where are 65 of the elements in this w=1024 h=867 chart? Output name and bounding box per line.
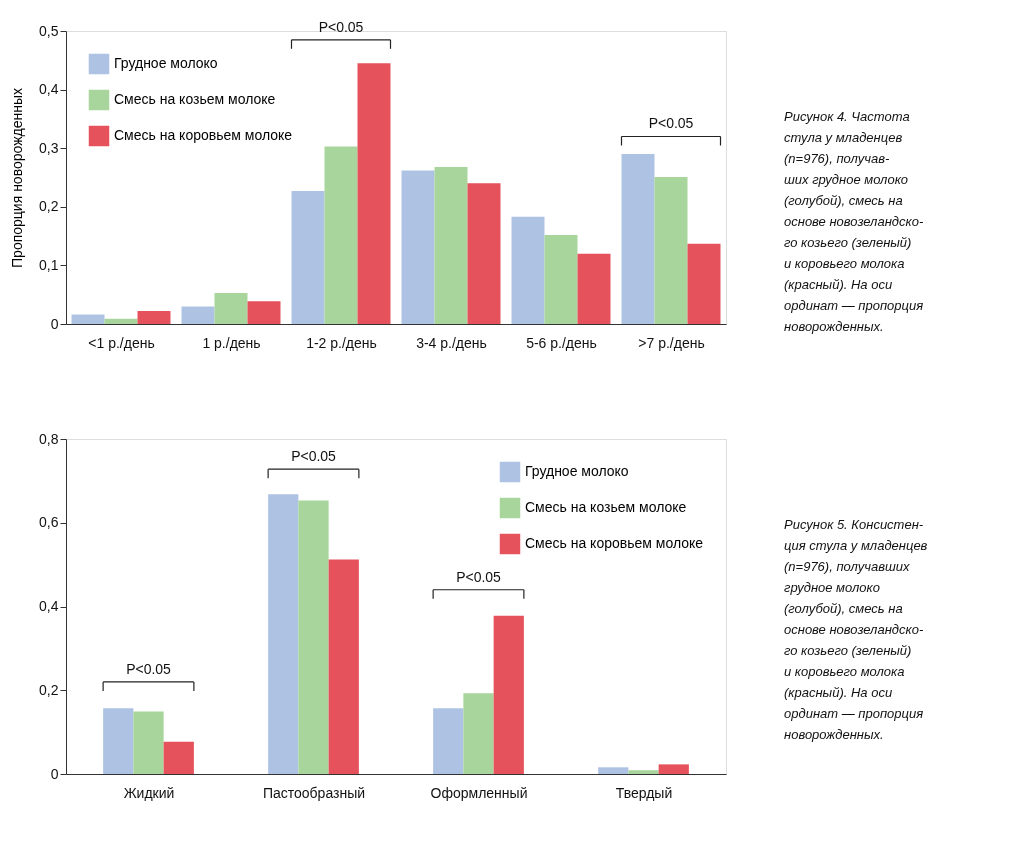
y-tick-label: 0,2	[39, 681, 59, 698]
y-tick-label: 0,3	[39, 139, 59, 156]
bar	[598, 767, 629, 774]
y-tick-label: 0,6	[39, 514, 59, 531]
bar	[401, 170, 435, 324]
bar	[214, 292, 248, 324]
y-tick-label: 0,2	[39, 198, 59, 215]
bar	[621, 154, 655, 324]
x-tick-label: Пастообразный	[262, 784, 366, 801]
annotation: P<0.05	[126, 660, 172, 677]
y-tick-label: 0,5	[39, 22, 59, 39]
bar	[511, 216, 545, 324]
y-tick-label: 0,8	[39, 430, 59, 447]
x-tick-label: 3-4 р./день	[416, 334, 487, 351]
y-tick-label: 0,4	[39, 81, 59, 98]
bar	[181, 306, 215, 324]
bar	[137, 311, 171, 324]
legend-label: Смесь на козьем молоке	[525, 499, 687, 515]
bar	[247, 301, 281, 324]
x-tick-label: Жидкий	[123, 784, 175, 801]
annotation: P<0.05	[291, 448, 337, 465]
x-tick-label: Твердый	[615, 784, 673, 801]
annotation: P<0.05	[318, 18, 364, 35]
text: Рисунок 4. Частота стула у младенцев (n=976), получав- ших грудное молоко (голубой), смесь на основе новозеландско- го козьего (зеленый) и коровьего молока (красный). На оси ординат — пропорция новорожденных.	[784, 109, 924, 334]
bar	[324, 146, 358, 324]
y-tick-label: 0	[50, 765, 59, 782]
bar	[298, 500, 329, 774]
y-tick-label: 0,4	[39, 598, 59, 614]
bar	[291, 190, 325, 324]
bar	[544, 234, 578, 324]
bar	[433, 708, 464, 774]
legend-label: Смесь на козьем молоке	[114, 91, 276, 107]
bar	[493, 615, 524, 774]
bar	[434, 166, 468, 324]
legend-label: Смесь на коровьем молоке	[525, 535, 704, 551]
legend-label: Смесь на коровьем молоке	[114, 127, 293, 143]
x-tick-label: Оформленный	[430, 784, 528, 801]
y-axis-title: Пропорция новорожденных	[9, 88, 26, 268]
x-tick-label: 5-6 р./день	[526, 334, 597, 351]
y-tick-label: 0	[50, 315, 59, 332]
bar	[463, 693, 494, 774]
bar	[71, 314, 105, 324]
bar	[104, 318, 138, 324]
bar	[654, 176, 688, 324]
legend-label: Грудное молоко	[525, 463, 629, 479]
x-tick-label: 1-2 р./день	[306, 334, 377, 351]
annotation: P<0.05	[648, 115, 694, 132]
bar	[577, 253, 611, 324]
x-tick-label: 1 р./день	[202, 334, 261, 351]
bar	[658, 764, 689, 774]
x-tick-label: >7 р./день	[638, 334, 705, 351]
legend-label: Грудное молоко	[114, 55, 218, 71]
bar	[103, 708, 134, 774]
bar	[357, 63, 391, 324]
bar	[628, 770, 659, 774]
bar	[133, 711, 164, 774]
bar	[687, 243, 721, 324]
bar	[268, 494, 299, 774]
bar	[467, 183, 501, 324]
text: Рисунок 5. Консистен- ция стула у младенцев (n=976), получавших грудное молоко (голубой), смесь на основе новозеландско- го козьего (зеленый) и коровьего молока (красный). На оси ординат — пропорция новорожденных.	[784, 517, 928, 742]
bar	[163, 741, 194, 774]
annotation: P<0.05	[456, 568, 502, 585]
x-tick-label: <1 р./день	[88, 334, 155, 351]
y-tick-label: 0,1	[39, 256, 59, 273]
bar	[328, 559, 359, 774]
